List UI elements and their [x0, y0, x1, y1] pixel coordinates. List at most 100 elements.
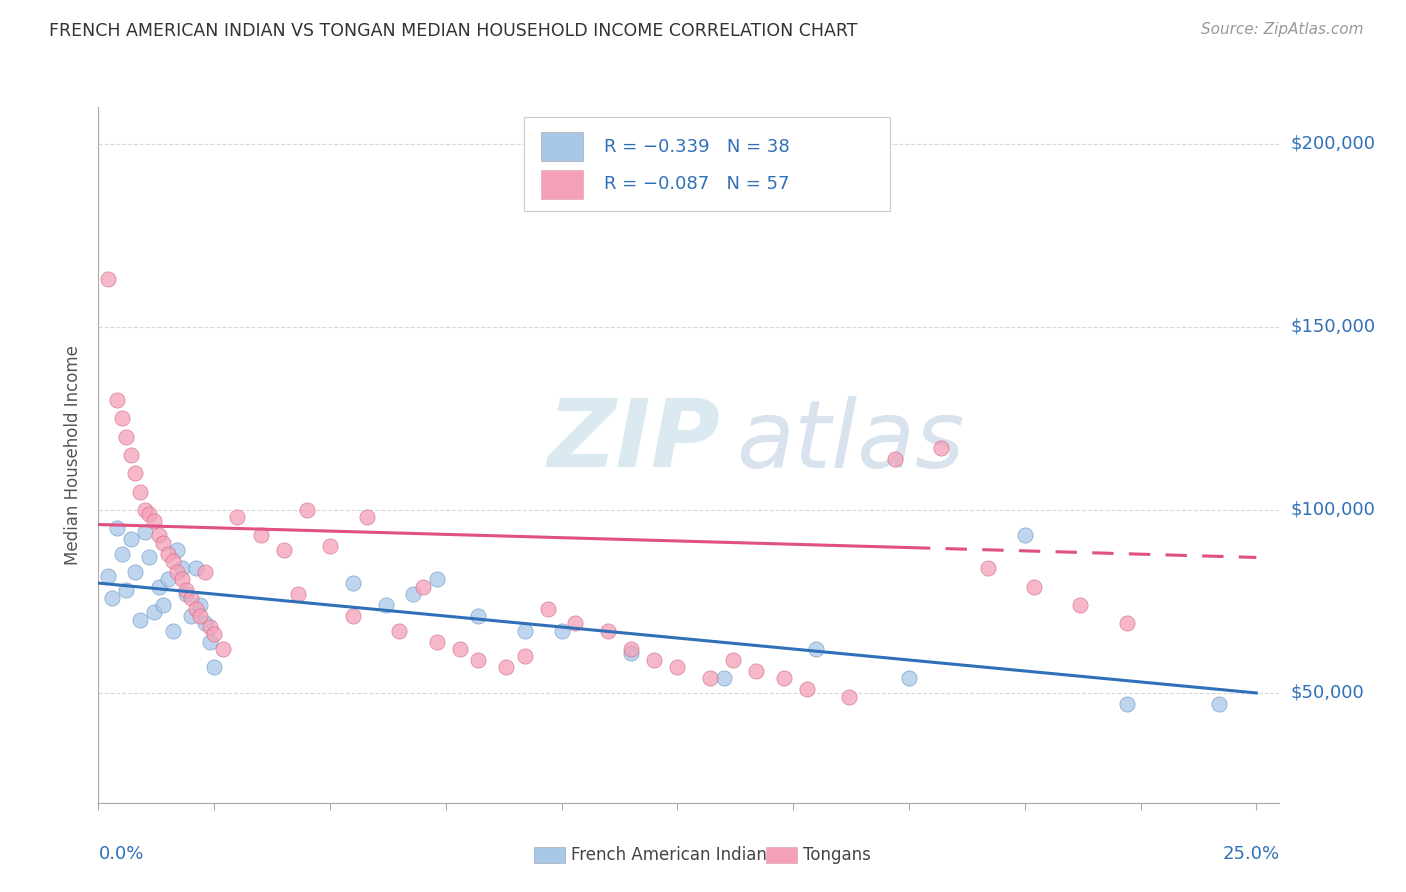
- Point: [166, 543, 188, 558]
- FancyBboxPatch shape: [541, 169, 582, 199]
- Text: $50,000: $50,000: [1291, 684, 1364, 702]
- Point: [537, 601, 560, 615]
- Point: [467, 609, 489, 624]
- Point: [143, 514, 166, 528]
- Point: [148, 528, 170, 542]
- Point: [1115, 697, 1137, 711]
- Point: [212, 642, 235, 657]
- FancyBboxPatch shape: [541, 132, 582, 161]
- Point: [467, 653, 489, 667]
- Point: [152, 598, 174, 612]
- Point: [388, 624, 411, 638]
- Point: [170, 561, 193, 575]
- Point: [124, 565, 146, 579]
- Point: [721, 653, 744, 667]
- Point: [412, 580, 434, 594]
- Point: [129, 613, 152, 627]
- Point: [176, 587, 198, 601]
- Point: [202, 627, 225, 641]
- Text: R = −0.087   N = 57: R = −0.087 N = 57: [605, 175, 789, 194]
- Point: [124, 467, 146, 481]
- Point: [402, 587, 425, 601]
- Point: [134, 503, 156, 517]
- Point: [148, 580, 170, 594]
- Point: [449, 642, 471, 657]
- Point: [180, 609, 202, 624]
- Text: ZIP: ZIP: [547, 395, 720, 487]
- Point: [425, 634, 447, 648]
- Point: [194, 616, 217, 631]
- Point: [170, 573, 193, 587]
- Point: [129, 484, 152, 499]
- Point: [897, 671, 920, 685]
- Point: [643, 653, 665, 667]
- Point: [699, 671, 721, 685]
- Point: [745, 664, 768, 678]
- Point: [1115, 616, 1137, 631]
- Point: [513, 649, 536, 664]
- Text: French American Indians: French American Indians: [571, 846, 776, 863]
- Text: FRENCH AMERICAN INDIAN VS TONGAN MEDIAN HOUSEHOLD INCOME CORRELATION CHART: FRENCH AMERICAN INDIAN VS TONGAN MEDIAN …: [49, 22, 858, 40]
- Point: [115, 429, 138, 443]
- Text: $100,000: $100,000: [1291, 500, 1375, 519]
- Point: [194, 565, 217, 579]
- Point: [162, 554, 184, 568]
- Point: [495, 660, 517, 674]
- Point: [620, 646, 643, 660]
- Text: $150,000: $150,000: [1291, 318, 1375, 335]
- Point: [152, 536, 174, 550]
- Point: [666, 660, 689, 674]
- Point: [342, 576, 364, 591]
- Y-axis label: Median Household Income: Median Household Income: [65, 345, 83, 565]
- Point: [198, 620, 221, 634]
- Point: [166, 565, 188, 579]
- Point: [564, 616, 586, 631]
- Point: [550, 624, 572, 638]
- Point: [1069, 598, 1091, 612]
- Point: [295, 503, 318, 517]
- Point: [773, 671, 796, 685]
- Point: [115, 583, 138, 598]
- Text: $200,000: $200,000: [1291, 135, 1375, 153]
- Point: [162, 624, 184, 638]
- Point: [97, 568, 120, 582]
- Point: [105, 392, 128, 407]
- Point: [120, 532, 142, 546]
- Text: Source: ZipAtlas.com: Source: ZipAtlas.com: [1201, 22, 1364, 37]
- Text: Tongans: Tongans: [803, 846, 870, 863]
- Point: [287, 587, 309, 601]
- Point: [356, 510, 378, 524]
- Point: [1208, 697, 1230, 711]
- Text: atlas: atlas: [737, 395, 965, 486]
- Point: [931, 441, 953, 455]
- FancyBboxPatch shape: [523, 118, 890, 211]
- Point: [425, 573, 447, 587]
- Text: R = −0.339   N = 38: R = −0.339 N = 38: [605, 137, 790, 156]
- Point: [101, 591, 124, 605]
- Point: [184, 601, 207, 615]
- Point: [176, 583, 198, 598]
- Point: [143, 606, 166, 620]
- Text: 0.0%: 0.0%: [98, 845, 143, 863]
- Point: [138, 550, 160, 565]
- Point: [1022, 580, 1045, 594]
- Point: [120, 448, 142, 462]
- Point: [156, 573, 179, 587]
- Point: [806, 642, 828, 657]
- Point: [180, 591, 202, 605]
- Point: [620, 642, 643, 657]
- Point: [156, 547, 179, 561]
- Point: [105, 521, 128, 535]
- Point: [188, 598, 211, 612]
- Point: [976, 561, 998, 575]
- Point: [226, 510, 249, 524]
- Point: [138, 507, 160, 521]
- Point: [188, 609, 211, 624]
- Point: [97, 272, 120, 286]
- Point: [273, 543, 295, 558]
- Point: [884, 451, 907, 466]
- Point: [596, 624, 619, 638]
- Point: [374, 598, 396, 612]
- Point: [249, 528, 271, 542]
- Point: [202, 660, 225, 674]
